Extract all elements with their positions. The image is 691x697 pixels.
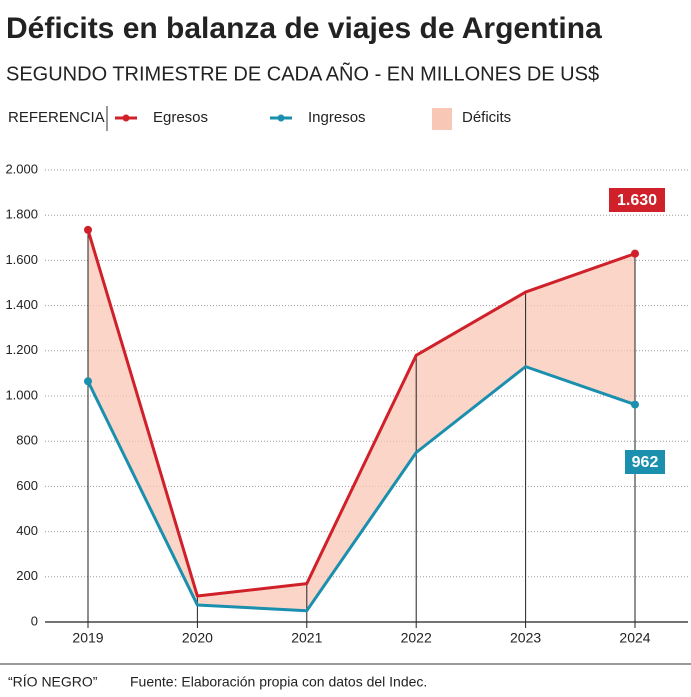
value-label-box bbox=[625, 450, 665, 474]
source: Fuente: Elaboración propia con datos del… bbox=[130, 674, 427, 690]
y-tick-label: 0 bbox=[31, 613, 38, 628]
legend-label: Ingresos bbox=[308, 109, 366, 126]
y-tick-label: 1.200 bbox=[5, 342, 38, 357]
y-tick-label: 1.600 bbox=[5, 252, 38, 267]
legend-title: REFERENCIA bbox=[8, 109, 105, 126]
legend-label: Déficits bbox=[462, 109, 511, 126]
point bbox=[631, 400, 639, 409]
point bbox=[84, 377, 92, 386]
y-tick-label: 1.000 bbox=[5, 387, 38, 402]
source-brand: “RÍO NEGRO” bbox=[8, 674, 98, 690]
point bbox=[84, 225, 92, 234]
value-label-box bbox=[609, 188, 665, 212]
deficit-area bbox=[88, 229, 635, 611]
x-tick-label: 2023 bbox=[510, 630, 541, 646]
y-tick-label: 2.000 bbox=[5, 161, 38, 176]
series-line bbox=[86, 365, 636, 613]
legend-swatch bbox=[432, 108, 452, 130]
chart-subtitle: SEGUNDO TRIMESTRE DE CADA AÑO - EN MILLO… bbox=[6, 61, 599, 85]
x-tick-label: 2022 bbox=[401, 630, 432, 646]
value-label: 1.630 bbox=[617, 192, 657, 209]
y-tick-label: 600 bbox=[16, 478, 38, 493]
legend-dot bbox=[277, 114, 285, 122]
y-tick-label: 1.800 bbox=[5, 207, 38, 222]
y-tick-label: 1.400 bbox=[5, 297, 38, 312]
series-line bbox=[86, 229, 636, 598]
y-tick-label: 800 bbox=[16, 433, 38, 448]
legend-dot bbox=[122, 114, 130, 122]
x-tick-label: 2020 bbox=[182, 630, 213, 646]
chart-title: Déficits en balanza de viajes de Argenti… bbox=[6, 12, 602, 45]
legend-label: Egresos bbox=[153, 109, 208, 126]
point bbox=[631, 249, 639, 258]
value-label: 962 bbox=[632, 454, 659, 471]
y-tick-label: 400 bbox=[16, 523, 38, 538]
x-tick-label: 2024 bbox=[619, 630, 650, 646]
y-tick-label: 200 bbox=[16, 568, 38, 583]
x-tick-label: 2019 bbox=[72, 630, 103, 646]
x-tick-label: 2021 bbox=[291, 630, 322, 646]
